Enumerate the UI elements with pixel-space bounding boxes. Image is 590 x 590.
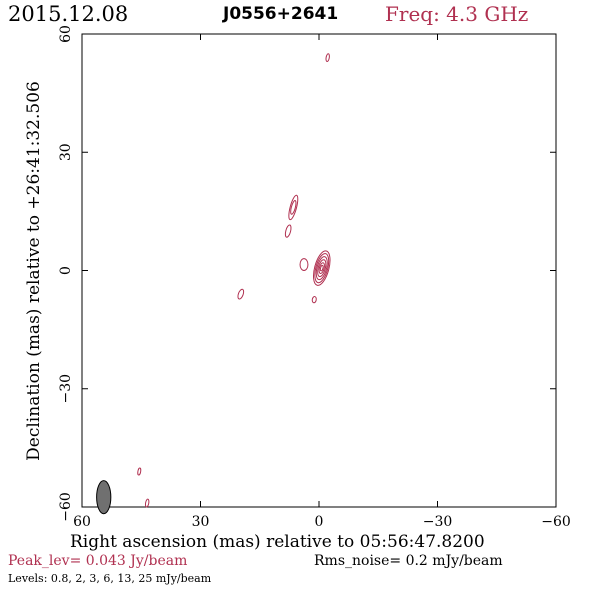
contour-component (284, 224, 292, 238)
peak-level: Peak_lev= 0.043 Jy/beam (8, 553, 188, 569)
contour-line (237, 288, 245, 300)
contour-line (284, 224, 292, 238)
contour-line (315, 256, 328, 281)
contour-group (137, 53, 331, 508)
y-tick-label: −30 (58, 374, 74, 404)
contour-line (137, 467, 142, 476)
contour-levels: Levels: 0.8, 2, 3, 6, 13, 25 mJy/beam (8, 572, 212, 585)
contour-line (288, 194, 299, 221)
x-tick-label: 0 (315, 514, 324, 530)
x-tick-label: 30 (192, 514, 210, 530)
contour-map: 60 30 0 −30 −60 −60 −30 0 30 60 (58, 25, 571, 530)
contour-line (318, 262, 325, 275)
beam-group (96, 480, 112, 515)
y-tick-label: 30 (58, 143, 74, 161)
contour-line (311, 296, 317, 304)
x-tick-label: 60 (73, 514, 91, 530)
x-axis-label: Right ascension (mas) relative to 05:56:… (70, 532, 485, 552)
contour-component (144, 498, 150, 508)
y-tick-label: −60 (58, 492, 74, 522)
contour-component (237, 288, 245, 300)
rms-noise: Rms_noise= 0.2 mJy/beam (314, 553, 503, 569)
contour-line (299, 258, 309, 271)
contour-component (299, 258, 309, 271)
frequency-label: Freq: 4.3 GHz (385, 2, 529, 26)
beam-ellipse (96, 480, 112, 515)
axis-ticks (81, 33, 557, 508)
contour-component (325, 53, 330, 63)
contour-component (313, 250, 331, 286)
source-name: J0556+2641 (223, 4, 339, 24)
x-tick-label: −30 (423, 514, 453, 530)
contour-component (288, 194, 299, 221)
contour-line (319, 264, 324, 272)
contour-line (314, 253, 330, 284)
epoch-date: 2015.12.08 (8, 2, 129, 26)
contour-component (311, 296, 317, 304)
contour-component (137, 467, 142, 476)
y-tick-label: 60 (58, 25, 74, 43)
axis-tick-labels: 60 30 0 −30 −60 −60 −30 0 30 60 (58, 25, 571, 530)
contour-line (325, 53, 330, 63)
contour-line (317, 259, 327, 278)
y-tick-label: 0 (58, 266, 74, 275)
x-tick-label: −60 (541, 514, 571, 530)
contour-line (144, 498, 150, 508)
contour-line (290, 200, 297, 215)
contour-line (313, 250, 331, 286)
